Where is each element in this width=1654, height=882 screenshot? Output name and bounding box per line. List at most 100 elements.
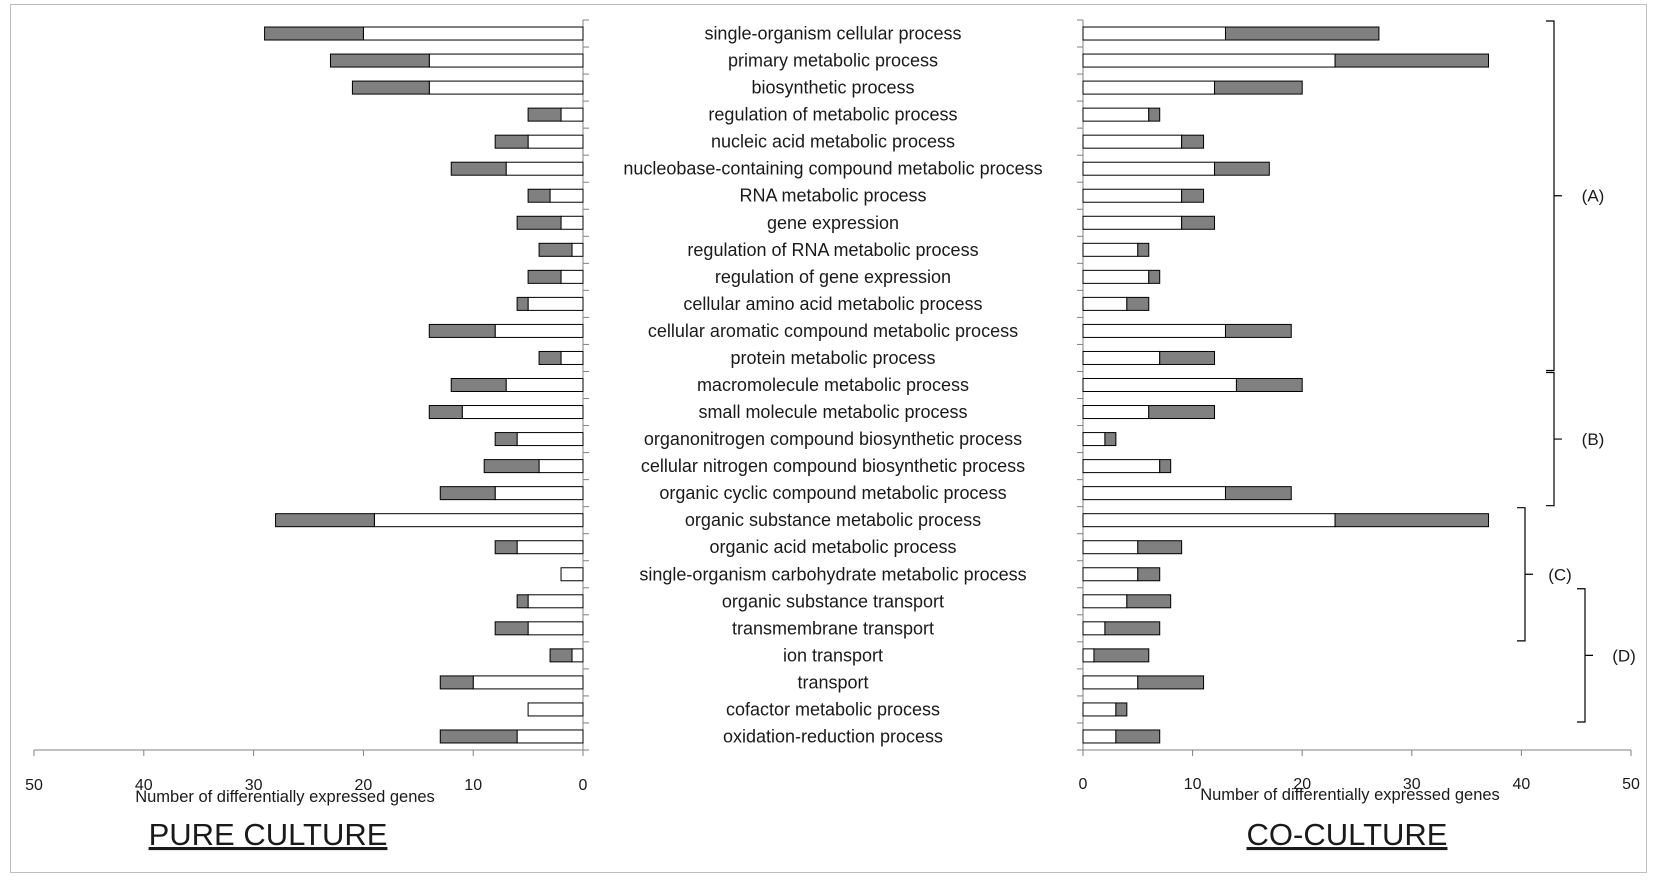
category-label: nucleic acid metabolic process <box>711 132 955 152</box>
co-culture-x-tick-label: 40 <box>1513 776 1531 793</box>
co-culture-bar-segment-gray <box>1148 107 1161 122</box>
pure-culture-x-tick-label: 20 <box>355 777 373 794</box>
pure-culture-bar-segment-gray <box>494 134 529 149</box>
category-label: cellular amino acid metabolic process <box>683 294 982 314</box>
category-label: cofactor metabolic process <box>726 699 940 719</box>
pure-culture-bar-segment-white <box>516 540 584 555</box>
pure-culture-bar-segment-white <box>494 486 584 501</box>
category-label: organic substance metabolic process <box>685 510 981 530</box>
co-culture-title: CO-CULTURE <box>1247 817 1448 852</box>
pure-culture-bar-segment-gray <box>264 26 364 41</box>
co-culture-bar-segment-gray <box>1137 540 1183 555</box>
pure-culture-bar-segment-gray <box>516 594 529 609</box>
category-label: organic cyclic compound metabolic proces… <box>659 483 1006 503</box>
group-label: (C) <box>1548 565 1572 584</box>
category-label: organonitrogen compound biosynthetic pro… <box>644 429 1022 449</box>
pure-culture-bar-segment-white <box>527 621 584 636</box>
category-label: transmembrane transport <box>732 618 934 638</box>
group-label: (B) <box>1582 430 1605 449</box>
pure-culture-bar-segment-white <box>538 459 584 474</box>
category-label: regulation of metabolic process <box>708 105 957 125</box>
pure-culture-bar-segment-white <box>560 567 584 582</box>
pure-culture-bar-segment-gray <box>428 405 463 420</box>
category-label: transport <box>797 672 868 692</box>
co-culture-bar-segment-gray <box>1126 594 1172 609</box>
pure-culture-bar-segment-white <box>571 242 584 257</box>
pure-culture-bar-segment-white <box>527 594 584 609</box>
category-label: cellular nitrogen compound biosynthetic … <box>641 456 1025 476</box>
co-culture-bar-segment-white <box>1082 378 1237 392</box>
group-label: (D) <box>1612 646 1636 665</box>
group-brackets: (A) (B) (C) (D) <box>1517 20 1636 723</box>
pure-culture-x-tick-label: 50 <box>25 777 43 794</box>
pure-culture-bar-segment-white <box>560 215 584 230</box>
group-bracket <box>1517 507 1533 642</box>
category-label: gene expression <box>767 213 899 233</box>
co-culture-bar-segment-gray <box>1104 621 1161 636</box>
co-culture-bar-segment-white <box>1082 215 1183 230</box>
pure-culture-bar-segment-gray <box>483 459 540 474</box>
category-label: single-organism carbohydrate metabolic p… <box>639 564 1026 584</box>
category-label: small molecule metabolic process <box>698 402 967 422</box>
co-culture-bar-segment-white <box>1082 648 1095 663</box>
category-label: primary metabolic process <box>728 51 938 71</box>
co-culture-bar-segment-gray <box>1334 53 1490 68</box>
pure-culture-bar-segment-gray <box>351 80 430 95</box>
category-label: cellular aromatic compound metabolic pro… <box>648 321 1018 341</box>
pure-culture-x-tick-label: 0 <box>579 777 588 794</box>
co-culture-bar-segment-gray <box>1137 567 1161 582</box>
co-culture-bar-segment-white <box>1082 188 1183 203</box>
co-culture-bar-segment-white <box>1082 26 1226 41</box>
pure-culture-bar-segment-white <box>527 134 584 149</box>
co-culture-bar-segment-gray <box>1115 729 1161 744</box>
category-label: protein metabolic process <box>730 348 935 368</box>
pure-culture-bar-segment-gray <box>450 378 507 392</box>
pure-culture-bar-segment-gray <box>527 107 562 122</box>
pure-culture-bar-segment-gray <box>439 675 474 690</box>
co-culture-bar-segment-white <box>1082 80 1216 95</box>
co-culture-bar-segment-white <box>1082 486 1226 501</box>
pure-culture-bar-segment-gray <box>439 729 518 744</box>
co-culture-x-tick-label: 20 <box>1293 776 1311 793</box>
category-label: biosynthetic process <box>751 78 914 98</box>
co-culture-bar-segment-gray <box>1334 513 1490 528</box>
pure-culture-bar-segment-gray <box>516 215 562 230</box>
pure-culture-bar-segment-white <box>362 26 584 41</box>
pure-culture-bar-segment-gray <box>527 269 562 284</box>
category-label: macromolecule metabolic process <box>697 375 969 395</box>
co-culture-bar-segment-gray <box>1104 432 1117 447</box>
group-bracket <box>1546 20 1562 372</box>
pure-culture-x-tick-label: 30 <box>245 777 263 794</box>
co-culture-bar-segment-gray <box>1181 134 1205 149</box>
pure-culture-bar-segment-gray <box>428 323 496 338</box>
pure-culture-bar-segment-white <box>549 188 584 203</box>
pure-culture-bar-segment-white <box>571 648 584 663</box>
co-culture-bar-segment-gray <box>1235 378 1303 392</box>
co-culture-bar-segment-white <box>1082 134 1183 149</box>
figure-border <box>10 4 1647 873</box>
pure-culture-title: PURE CULTURE <box>149 817 388 852</box>
co-culture-bar-segment-white <box>1082 540 1139 555</box>
category-label: oxidation-reduction process <box>723 726 943 746</box>
pure-culture-x-tick-label: 40 <box>135 777 153 794</box>
group-label: (A) <box>1582 187 1605 206</box>
co-culture-panel: 0 10 20 30 40 50 <box>1077 19 1640 793</box>
pure-culture-x-tick-label: 10 <box>464 777 482 794</box>
co-culture-bar-segment-white <box>1082 459 1161 474</box>
pure-culture-bar-segment-white <box>428 80 584 95</box>
pure-culture-bar-segment-white <box>428 53 584 68</box>
co-culture-bar-segment-gray <box>1115 702 1128 717</box>
co-culture-x-tick-label: 50 <box>1622 776 1640 793</box>
co-culture-bar-segment-gray <box>1159 350 1216 365</box>
co-culture-bar-segment-white <box>1082 675 1139 690</box>
co-culture-bar-segment-white <box>1082 432 1106 447</box>
category-labels: single-organism cellular process primary … <box>623 24 1042 747</box>
group-bracket <box>1546 371 1562 507</box>
pure-culture-bar-segment-white <box>505 161 584 176</box>
group-bracket <box>1577 588 1593 723</box>
co-culture-bar-segment-white <box>1082 513 1336 528</box>
pure-culture-x-axis-title: Number of differentially expressed genes <box>135 788 435 806</box>
category-label: RNA metabolic process <box>739 186 926 206</box>
co-culture-x-axis-title: Number of differentially expressed genes <box>1200 786 1500 804</box>
category-label: ion transport <box>783 645 883 665</box>
